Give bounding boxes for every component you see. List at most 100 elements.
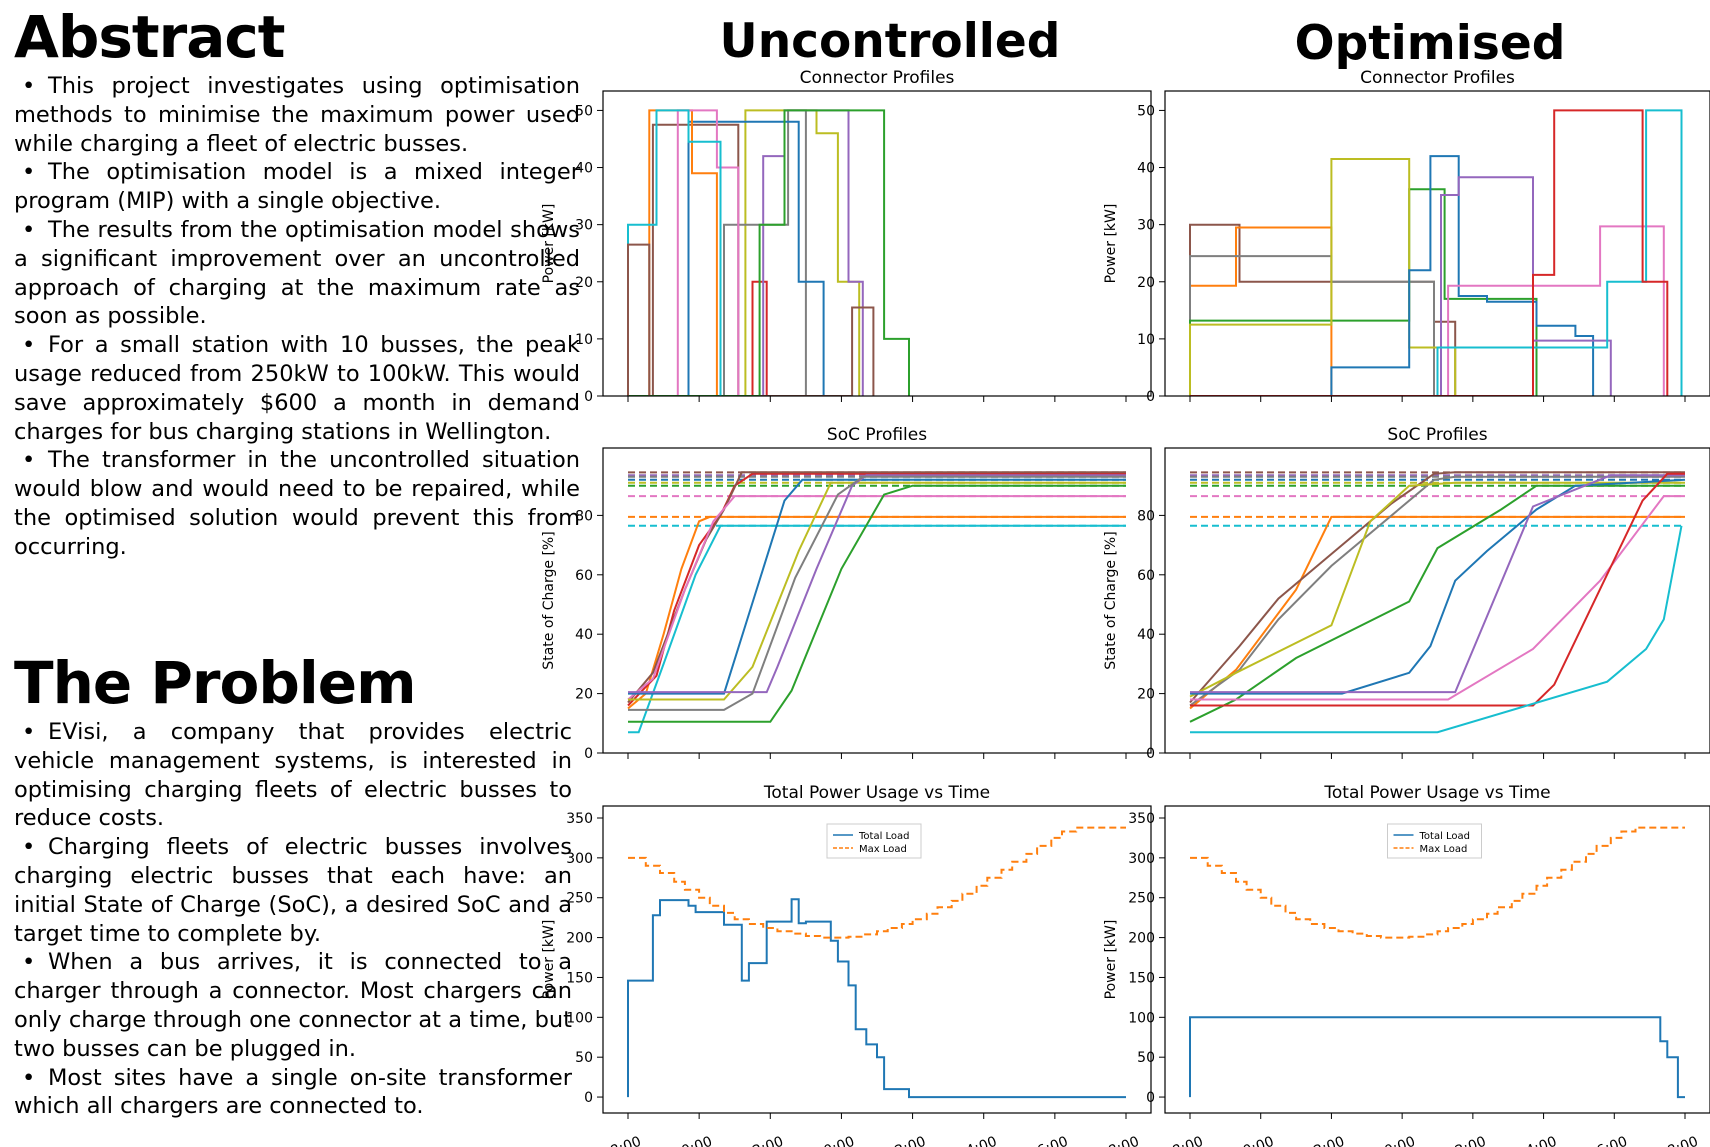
series-line	[628, 475, 1126, 711]
series-line	[628, 306, 875, 396]
y-tick-label: 50	[1137, 103, 1155, 119]
series-line	[628, 109, 718, 396]
axes-frame	[602, 90, 1152, 397]
abstract-section: Abstract This project investigates using…	[14, 2, 580, 562]
series-line	[1190, 109, 1683, 396]
abstract-title: Abstract	[14, 3, 286, 71]
y-tick-label: 0	[1146, 1090, 1155, 1106]
series-line	[628, 481, 1126, 701]
y-tick-label: 30	[1137, 218, 1155, 234]
y-axis-label: State of Charge [%]	[1103, 531, 1119, 669]
axes-frame	[1164, 805, 1710, 1114]
series-line	[1189, 226, 1333, 396]
chart-title: SoC Profiles	[827, 425, 927, 445]
problem-bullet: EVisi, a company that provides electric …	[14, 718, 572, 833]
series-line	[1190, 155, 1595, 396]
series-line	[628, 524, 1126, 734]
chart-title: Connector Profiles	[1360, 68, 1515, 88]
chart-o-soc: SoC Profiles 0 20 40 60 80 State of Charge [%]	[1103, 425, 1710, 762]
series-line	[1189, 471, 1685, 704]
axes-frame	[602, 447, 1152, 754]
series-line	[1190, 478, 1686, 695]
axes-frame	[602, 805, 1152, 1114]
series-line	[1189, 475, 1685, 707]
legend-box	[1387, 823, 1482, 859]
legend-label: Total Load	[1419, 831, 1471, 842]
x-tick-label: 06:00	[1027, 1134, 1070, 1147]
problem-bullet: Charging fleets of electric busses invol…	[14, 833, 572, 948]
x-tick-label: 22:00	[742, 1134, 785, 1147]
series-line	[627, 243, 651, 396]
series-line	[1190, 525, 1683, 734]
series-total-load	[1189, 1016, 1685, 1099]
abstract-bullet: The results from the optimisation model …	[14, 216, 580, 331]
optimised-column-title: Optimised	[1294, 16, 1566, 71]
legend-label: Max Load	[859, 844, 907, 855]
series-max-load	[628, 826, 1126, 939]
chart-u-soc: SoC Profiles 0 20 40 60 80 State of Charge [%]	[541, 425, 1152, 762]
y-tick-label: 40	[1137, 161, 1155, 177]
chart-title: SoC Profiles	[1387, 425, 1487, 445]
x-tick-label: 04:00	[956, 1134, 999, 1147]
y-tick-label: 10	[1137, 332, 1155, 348]
axes-frame	[1164, 90, 1710, 397]
chart-title: Connector Profiles	[800, 68, 955, 88]
series-line	[628, 123, 740, 396]
y-tick-label: 0	[584, 389, 593, 405]
y-tick-label: 40	[1137, 627, 1155, 643]
series-line	[628, 280, 768, 396]
x-tick-label: 02:00	[1445, 1134, 1488, 1147]
series-line	[628, 109, 807, 396]
series-line	[1189, 223, 1457, 396]
series-line	[627, 471, 1126, 704]
y-tick-label: 60	[575, 568, 593, 584]
x-tick-label: 20:00	[671, 1134, 714, 1147]
y-tick-label: 250	[1128, 891, 1155, 907]
x-tick-label: 08:00	[1098, 1134, 1141, 1147]
problem-title: The Problem	[14, 649, 417, 717]
series-line	[628, 109, 910, 396]
abstract-bullet: The optimisation model is a mixed intege…	[14, 158, 580, 216]
y-tick-label: 50	[1137, 1050, 1155, 1066]
y-axis-label: Power [kW]	[1103, 204, 1119, 284]
chart-u-tot: Total Power Usage vs Time 0 50 100 150 200 250…	[541, 783, 1152, 1147]
x-tick-label: 18:00	[1162, 1134, 1205, 1147]
chart-o-tot: Total Power Usage vs Time 0 50 100 150 200 250…	[1103, 783, 1710, 1147]
x-tick-label: 20:00	[1233, 1134, 1276, 1147]
x-tick-label: 00:00	[813, 1134, 856, 1147]
series-line	[628, 120, 825, 396]
series-line	[627, 472, 1126, 707]
y-tick-label: 200	[1128, 931, 1155, 947]
y-tick-label: 150	[1128, 970, 1155, 986]
problem-section: The Problem EVisi, a company that provid…	[14, 648, 572, 1121]
series-line	[1189, 484, 1685, 723]
y-axis-label: Power [kW]	[1103, 920, 1119, 1000]
y-tick-label: 0	[1146, 389, 1155, 405]
y-tick-label: 20	[1137, 687, 1155, 703]
y-tick-label: 0	[1146, 746, 1155, 762]
problem-bullets: EVisi, a company that provides electric …	[14, 718, 572, 1121]
x-tick-label: 22:00	[1303, 1134, 1346, 1147]
legend-box	[826, 823, 922, 859]
chart-title: Total Power Usage vs Time	[1323, 783, 1550, 803]
legend-label: Total Load	[858, 831, 910, 842]
series-line	[1189, 188, 1538, 396]
y-tick-label: 40	[575, 627, 593, 643]
series-line	[1190, 109, 1669, 396]
series-line	[1189, 481, 1685, 698]
chart-u-conn: Connector Profiles 0 10 20 30 40 50 Power [kW]	[541, 68, 1152, 405]
series-line	[1189, 515, 1685, 710]
series-line	[1189, 255, 1435, 396]
y-tick-label: 350	[1128, 811, 1155, 827]
series-line	[627, 495, 1126, 701]
series-line	[628, 109, 864, 396]
series-line	[663, 109, 861, 396]
y-tick-label: 60	[1137, 568, 1155, 584]
abstract-bullet: The transformer in the uncontrolled situ…	[14, 446, 580, 561]
x-tick-label: 04:00	[1516, 1134, 1559, 1147]
abstract-bullet: This project investigates using optimisa…	[14, 72, 580, 158]
series-line	[628, 484, 1126, 723]
abstract-bullet: For a small station with 10 busses, the …	[14, 331, 580, 446]
legend-label: Max Load	[1420, 844, 1468, 855]
problem-bullet: Most sites have a single on-site transfo…	[14, 1064, 572, 1122]
